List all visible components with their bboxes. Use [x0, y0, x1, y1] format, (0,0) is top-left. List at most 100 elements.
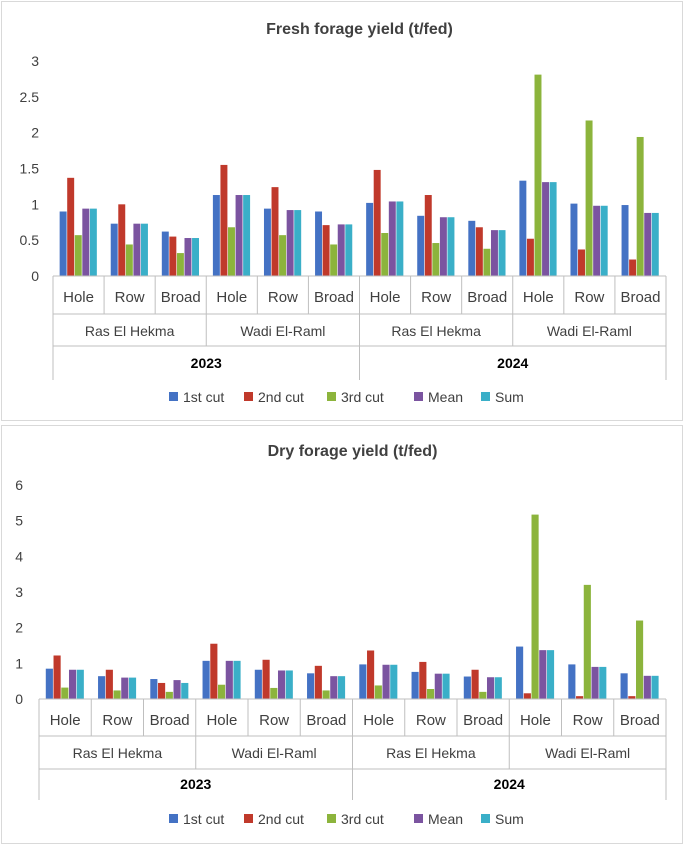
bar-mean	[382, 664, 390, 699]
bar-mean	[388, 201, 396, 276]
category-label: Hole	[523, 289, 554, 306]
bar-3rd-cut	[479, 691, 487, 699]
bar-1st-cut	[359, 664, 367, 699]
bar-3rd-cut	[432, 243, 440, 276]
category-label: Hole	[370, 289, 401, 306]
bar-2nd-cut	[53, 655, 61, 699]
category-label: Row	[421, 289, 451, 306]
category-label: Broad	[161, 289, 201, 306]
bar-2nd-cut	[475, 227, 483, 276]
bar-1st-cut	[45, 668, 53, 699]
bar-3rd-cut	[125, 244, 133, 276]
y-tick-label: 3	[15, 584, 23, 600]
bar-sum	[549, 182, 557, 276]
bar-1st-cut	[568, 664, 576, 699]
bar-sum	[498, 230, 506, 276]
y-tick-label: 2	[15, 620, 23, 636]
bar-2nd-cut	[158, 682, 166, 699]
bar-3rd-cut	[636, 136, 644, 276]
bar-mean	[643, 675, 651, 699]
bar-sum	[396, 201, 404, 276]
y-tick-label: 0.5	[20, 232, 40, 248]
bar-3rd-cut	[374, 685, 382, 699]
y-tick-label: 0	[15, 691, 23, 707]
category-label: Broad	[467, 289, 507, 306]
legend-swatch	[169, 814, 178, 823]
bar-3rd-cut	[427, 689, 435, 699]
bar-1st-cut	[110, 223, 118, 276]
bar-sum	[345, 224, 353, 276]
bar-sum	[89, 208, 97, 276]
chart-title: Fresh forage yield (t/fed)	[266, 21, 453, 38]
legend-label: 2nd cut	[258, 811, 304, 827]
y-tick-label: 1.5	[20, 161, 40, 177]
category-label: Row	[268, 289, 298, 306]
bar-2nd-cut	[262, 659, 270, 699]
bar-mean	[542, 182, 550, 276]
legend-swatch	[481, 392, 490, 401]
year-label: 2023	[191, 355, 222, 371]
category-label: Hole	[206, 712, 237, 729]
year-label: 2024	[497, 355, 528, 371]
bar-3rd-cut	[228, 227, 235, 276]
bar-mean	[68, 669, 77, 699]
bar-mean	[337, 224, 345, 276]
bar-2nd-cut	[471, 669, 479, 699]
bar-2nd-cut	[523, 693, 531, 699]
bar-mean	[235, 195, 243, 276]
bar-1st-cut	[366, 202, 374, 276]
bar-mean	[593, 205, 601, 276]
legend-swatch	[244, 392, 253, 401]
y-tick-label: 4	[15, 548, 23, 564]
chart-title: Dry forage yield (t/fed)	[268, 443, 438, 460]
bar-1st-cut	[150, 679, 158, 699]
bar-sum	[651, 212, 659, 276]
bar-mean	[539, 650, 547, 699]
bar-1st-cut	[417, 215, 425, 276]
legend-label: 3rd cut	[341, 811, 384, 827]
bar-3rd-cut	[218, 684, 226, 699]
legend-label: 1st cut	[183, 811, 224, 827]
bar-3rd-cut	[74, 235, 82, 276]
bar-2nd-cut	[105, 669, 113, 699]
year-label: 2023	[180, 776, 211, 792]
bar-2nd-cut	[629, 259, 637, 276]
legend-label: Mean	[428, 389, 463, 405]
dry-forage-chart: Dry forage yield (t/fed) 0 1 2 3 4 5 6 Hole Row Br…	[15, 443, 667, 827]
fresh-forage-chart-panel: Fresh forage yield (t/fed) 0 0.5 1 1.5 2 2.5 3 H…	[1, 1, 683, 421]
bar-3rd-cut	[322, 690, 330, 699]
bar-3rd-cut	[61, 687, 69, 699]
bar-3rd-cut	[381, 233, 389, 276]
bar-1st-cut	[570, 203, 578, 276]
bar-sum	[600, 205, 608, 276]
bar-1st-cut	[202, 660, 210, 699]
legend-swatch	[244, 814, 253, 823]
location-label: Ras El Hekma	[73, 745, 163, 761]
category-label: Row	[416, 712, 446, 729]
legend-label: Sum	[495, 389, 524, 405]
bar-sum	[651, 675, 659, 699]
y-tick-label: 3	[31, 53, 39, 69]
legend-label: Mean	[428, 811, 463, 827]
bar-sum	[337, 676, 346, 699]
category-label: Row	[102, 712, 132, 729]
bar-2nd-cut	[628, 696, 636, 699]
bar-sum	[494, 677, 502, 699]
bar-1st-cut	[315, 211, 323, 276]
bar-1st-cut	[98, 676, 106, 699]
bar-2nd-cut	[367, 650, 375, 699]
category-label: Hole	[363, 712, 394, 729]
y-tick-label: 0	[31, 268, 39, 284]
category-label: Broad	[306, 712, 346, 729]
category-label: Row	[574, 289, 604, 306]
legend-label: 2nd cut	[258, 389, 304, 405]
bar-2nd-cut	[322, 225, 330, 276]
category-label: Row	[573, 712, 603, 729]
y-tick-label: 2.5	[20, 89, 40, 105]
bar-3rd-cut	[330, 244, 338, 276]
bar-sum	[285, 670, 293, 699]
bar-mean	[330, 676, 338, 699]
bar-mean	[173, 680, 181, 699]
bar-2nd-cut	[373, 169, 381, 276]
bar-sum	[140, 223, 148, 276]
